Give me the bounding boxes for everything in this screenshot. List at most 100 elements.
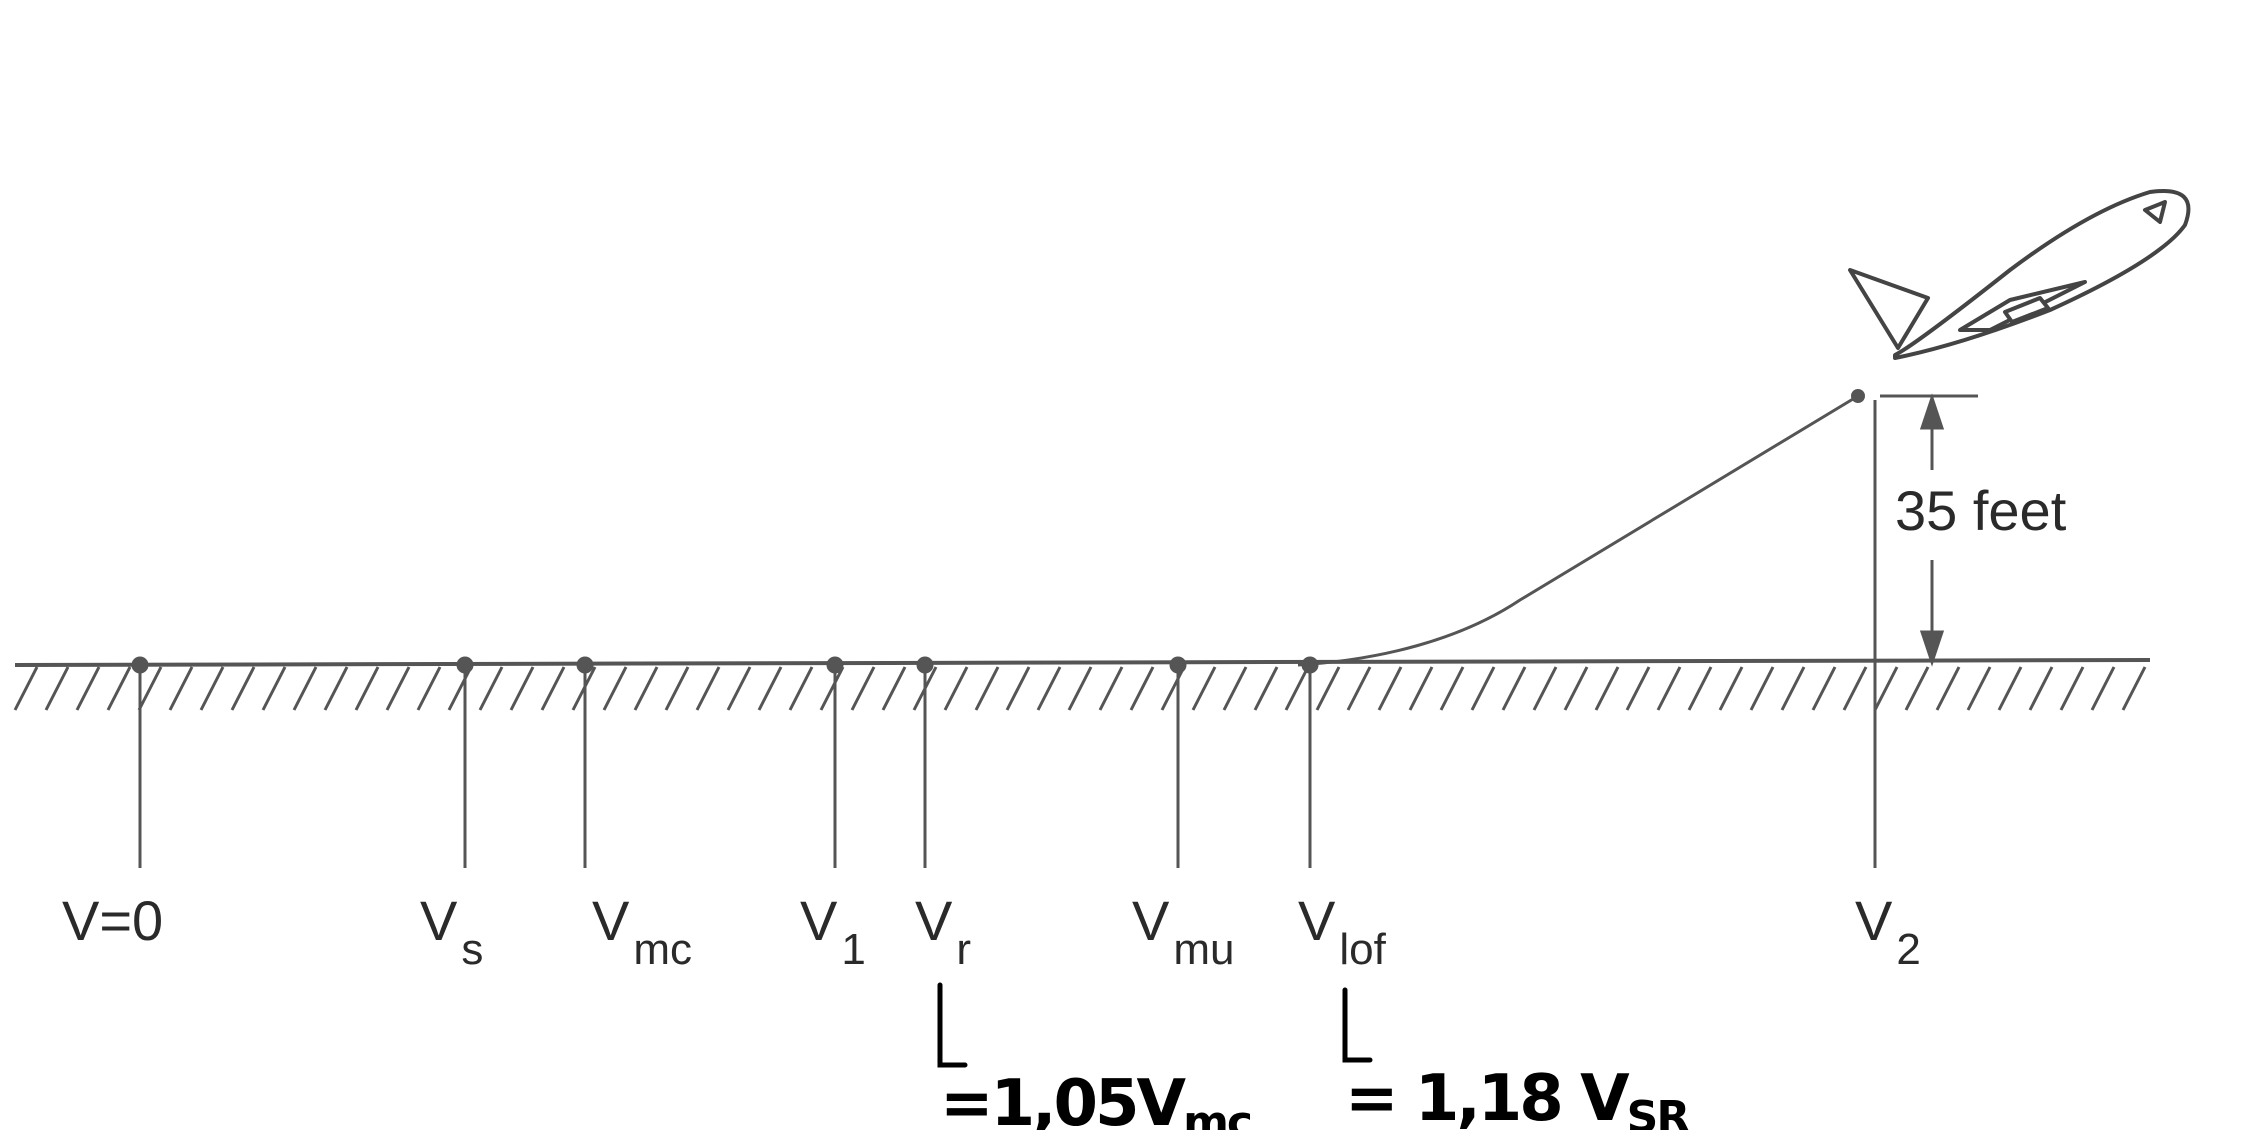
hatch-stroke bbox=[1222, 666, 1248, 711]
hatch-stroke bbox=[1594, 666, 1620, 711]
hatch-stroke bbox=[1377, 666, 1403, 711]
hatch-stroke bbox=[633, 666, 659, 711]
hatch-stroke bbox=[1346, 666, 1372, 711]
airplane-icon bbox=[1848, 189, 2191, 360]
hatch-stroke bbox=[354, 666, 380, 711]
hatch-stroke bbox=[1625, 666, 1651, 711]
hatch-stroke bbox=[788, 666, 814, 711]
marker-dot-vmu bbox=[1169, 656, 1187, 674]
label-v1-sub: 1 bbox=[841, 925, 865, 974]
speed-labels: V=0 Vs Vmc V1 Vr Vmu Vlof V2 bbox=[62, 889, 1921, 974]
hatch-stroke bbox=[1160, 666, 1186, 711]
hatch-stroke bbox=[1067, 666, 1093, 711]
hatch-stroke bbox=[1036, 666, 1062, 711]
hatch-stroke bbox=[1284, 666, 1310, 711]
hatch-stroke bbox=[1315, 666, 1341, 711]
hatch-stroke bbox=[1718, 666, 1744, 711]
hatch-stroke bbox=[1656, 666, 1682, 711]
label-vr-main: V bbox=[915, 889, 953, 952]
vlof-annotation-main: = 1,18 V bbox=[1345, 1062, 1630, 1130]
label-v1-main: V bbox=[800, 889, 838, 952]
height-dimension bbox=[1880, 393, 1978, 667]
label-v2-main: V bbox=[1855, 889, 1893, 952]
label-vmu-main: V bbox=[1132, 889, 1170, 952]
hatch-stroke bbox=[323, 666, 349, 711]
hatch-stroke bbox=[1408, 666, 1434, 711]
hatch-stroke bbox=[416, 666, 442, 711]
airplane-fuselage bbox=[1893, 189, 2191, 360]
hatch-stroke bbox=[1780, 666, 1806, 711]
hatch-stroke bbox=[1873, 666, 1899, 711]
hatch-stroke bbox=[1935, 666, 1961, 711]
ground-line bbox=[14, 658, 2151, 667]
label-vmc-main: V bbox=[592, 889, 630, 952]
hatch-stroke bbox=[75, 666, 101, 711]
hatch-stroke bbox=[1470, 666, 1496, 711]
hatch-stroke bbox=[2059, 666, 2085, 711]
vr-annotation-sub: mc bbox=[1183, 1097, 1251, 1130]
takeoff-flight-path bbox=[1297, 394, 1859, 667]
marker-dot-v0 bbox=[131, 656, 149, 674]
runway-ground bbox=[13, 658, 2151, 711]
hatch-stroke bbox=[695, 666, 721, 711]
hatch-stroke bbox=[230, 666, 256, 711]
hatch-stroke bbox=[1904, 666, 1930, 711]
hatch-stroke bbox=[1966, 666, 1992, 711]
hatch-stroke bbox=[447, 666, 473, 711]
marker-dot-vmc bbox=[576, 656, 594, 674]
hatch-stroke bbox=[540, 666, 566, 711]
label-vmu: Vmu bbox=[1132, 889, 1234, 974]
hatch-stroke bbox=[385, 666, 411, 711]
hatch-stroke bbox=[1439, 666, 1465, 711]
label-v1: V1 bbox=[800, 889, 866, 974]
hatch-stroke bbox=[292, 666, 318, 711]
marker-dot-v1 bbox=[826, 656, 844, 674]
v2-point-dot bbox=[1851, 389, 1865, 403]
hatch-stroke bbox=[1811, 666, 1837, 711]
hatch-stroke bbox=[1532, 666, 1558, 711]
hatch-stroke bbox=[2121, 666, 2147, 711]
marker-dot-vr bbox=[916, 656, 934, 674]
label-v2: V2 bbox=[1855, 889, 1921, 974]
marker-dot-vs bbox=[456, 656, 474, 674]
hatch-stroke bbox=[1501, 666, 1527, 711]
label-vs-sub: s bbox=[461, 925, 483, 974]
hatch-stroke bbox=[1563, 666, 1589, 711]
label-vs: Vs bbox=[420, 889, 483, 974]
hatch-stroke bbox=[726, 666, 752, 711]
airplane-tail-fin bbox=[1848, 268, 1930, 350]
hatch-stroke bbox=[819, 666, 845, 711]
airplane-engine bbox=[2003, 296, 2050, 324]
label-vlof-sub: lof bbox=[1339, 925, 1386, 974]
hatch-stroke bbox=[106, 666, 132, 711]
label-v0-main: V=0 bbox=[62, 889, 163, 952]
ground-hatching bbox=[13, 666, 2147, 711]
hatch-stroke bbox=[137, 666, 163, 711]
vr-bracket bbox=[937, 982, 968, 1068]
hatch-stroke bbox=[757, 666, 783, 711]
hatch-stroke bbox=[13, 666, 39, 711]
airplane-window bbox=[2143, 200, 2167, 224]
hatch-stroke bbox=[478, 666, 504, 711]
hatch-stroke bbox=[664, 666, 690, 711]
hatch-stroke bbox=[1098, 666, 1124, 711]
hatch-stroke bbox=[509, 666, 535, 711]
hatch-stroke bbox=[943, 666, 969, 711]
label-vmu-sub: mu bbox=[1173, 925, 1234, 974]
handwritten-annotations bbox=[937, 982, 1373, 1068]
hatch-stroke bbox=[261, 666, 287, 711]
hatch-stroke bbox=[199, 666, 225, 711]
dimension-down-arrowhead bbox=[1919, 630, 1945, 667]
label-vmc: Vmc bbox=[592, 889, 692, 974]
vr-annotation-main: =1,05V bbox=[940, 1067, 1187, 1130]
hatch-stroke bbox=[1253, 666, 1279, 711]
label-vr: Vr bbox=[915, 889, 971, 974]
label-vr-sub: r bbox=[956, 925, 971, 974]
hatch-stroke bbox=[1191, 666, 1217, 711]
vlof-bracket bbox=[1342, 987, 1373, 1063]
dimension-up-arrowhead bbox=[1919, 393, 1945, 430]
hatch-stroke bbox=[974, 666, 1000, 711]
vlof-annotation-sub: SR bbox=[1627, 1092, 1690, 1130]
hatch-stroke bbox=[1997, 666, 2023, 711]
